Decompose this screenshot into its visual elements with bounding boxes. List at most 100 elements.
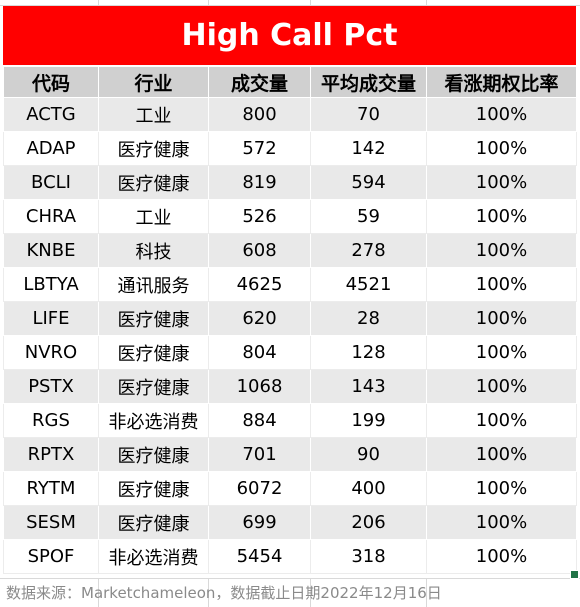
table-row: LBTYA 通讯服务 4625 4521 100%: [3, 267, 577, 302]
cell-sector[interactable]: 非必选消费: [98, 403, 209, 438]
cell-ticker[interactable]: LBTYA: [3, 267, 99, 302]
cell-volume[interactable]: 608: [208, 233, 311, 268]
cell-call-ratio[interactable]: 100%: [426, 301, 577, 336]
cell-sector[interactable]: 医疗健康: [98, 335, 209, 370]
cell-sector[interactable]: 医疗健康: [98, 301, 209, 336]
cell-sector[interactable]: 通讯服务: [98, 267, 209, 302]
cell-avg-volume[interactable]: 594: [310, 165, 427, 200]
cell-sector[interactable]: 科技: [98, 233, 209, 268]
cell-call-ratio[interactable]: 100%: [426, 233, 577, 268]
cell-volume[interactable]: 620: [208, 301, 311, 336]
cell-volume[interactable]: 804: [208, 335, 311, 370]
cell-ticker[interactable]: ADAP: [3, 131, 99, 166]
cell-avg-volume[interactable]: 4521: [310, 267, 427, 302]
cell-sector[interactable]: 医疗健康: [98, 471, 209, 506]
cell-call-ratio[interactable]: 100%: [426, 437, 577, 472]
footer-row: 数据来源：Marketchameleon，数据截止日期2022年12月16日: [0, 578, 580, 607]
cell-volume[interactable]: 526: [208, 199, 311, 234]
cell-volume[interactable]: 819: [208, 165, 311, 200]
cell-ticker[interactable]: RYTM: [3, 471, 99, 506]
gridline: [208, 579, 209, 607]
table-row: SPOF 非必选消费 5454 318 100%: [3, 539, 577, 574]
data-source-note: 数据来源：Marketchameleon，数据截止日期2022年12月16日: [6, 584, 442, 602]
cell-volume[interactable]: 800: [208, 97, 311, 132]
cell-avg-volume[interactable]: 278: [310, 233, 427, 268]
table-row: ACTG 工业 800 70 100%: [3, 97, 577, 132]
cell-ticker[interactable]: SESM: [3, 505, 99, 540]
gridline: [310, 579, 311, 607]
cell-volume[interactable]: 572: [208, 131, 311, 166]
cell-avg-volume[interactable]: 128: [310, 335, 427, 370]
cell-volume[interactable]: 1068: [208, 369, 311, 404]
cell-sector[interactable]: 医疗健康: [98, 369, 209, 404]
cell-ticker[interactable]: BCLI: [3, 165, 99, 200]
gridline: [426, 579, 427, 607]
cell-avg-volume[interactable]: 199: [310, 403, 427, 438]
cell-sector[interactable]: 医疗健康: [98, 505, 209, 540]
table-row: PSTX 医疗健康 1068 143 100%: [3, 369, 577, 404]
table-row: LIFE 医疗健康 620 28 100%: [3, 301, 577, 336]
cell-volume[interactable]: 699: [208, 505, 311, 540]
table-row: BCLI 医疗健康 819 594 100%: [3, 165, 577, 200]
cell-volume[interactable]: 4625: [208, 267, 311, 302]
cell-avg-volume[interactable]: 143: [310, 369, 427, 404]
cell-avg-volume[interactable]: 400: [310, 471, 427, 506]
column-header-volume[interactable]: 成交量: [208, 66, 311, 98]
table-title: High Call Pct: [3, 6, 576, 65]
cell-avg-volume[interactable]: 142: [310, 131, 427, 166]
cell-call-ratio[interactable]: 100%: [426, 505, 577, 540]
cell-ticker[interactable]: KNBE: [3, 233, 99, 268]
cell-avg-volume[interactable]: 90: [310, 437, 427, 472]
table-row: RGS 非必选消费 884 199 100%: [3, 403, 577, 438]
cell-call-ratio[interactable]: 100%: [426, 199, 577, 234]
table-row: NVRO 医疗健康 804 128 100%: [3, 335, 577, 370]
table-row: CHRA 工业 526 59 100%: [3, 199, 577, 234]
table-row: RPTX 医疗健康 701 90 100%: [3, 437, 577, 472]
gridline: [426, 0, 427, 6]
cell-ticker[interactable]: NVRO: [3, 335, 99, 370]
column-header-avg-volume[interactable]: 平均成交量: [310, 66, 427, 98]
cell-ticker[interactable]: ACTG: [3, 97, 99, 132]
cell-call-ratio[interactable]: 100%: [426, 97, 577, 132]
cell-volume[interactable]: 6072: [208, 471, 311, 506]
cell-call-ratio[interactable]: 100%: [426, 369, 577, 404]
cell-ticker[interactable]: LIFE: [3, 301, 99, 336]
cell-volume[interactable]: 884: [208, 403, 311, 438]
cell-volume[interactable]: 701: [208, 437, 311, 472]
cell-ticker[interactable]: CHRA: [3, 199, 99, 234]
cell-sector[interactable]: 工业: [98, 199, 209, 234]
cell-ticker[interactable]: PSTX: [3, 369, 99, 404]
table-row: SESM 医疗健康 699 206 100%: [3, 505, 577, 540]
cell-sector[interactable]: 医疗健康: [98, 131, 209, 166]
column-header-ticker[interactable]: 代码: [3, 66, 99, 98]
cell-ticker[interactable]: RPTX: [3, 437, 99, 472]
cell-avg-volume[interactable]: 318: [310, 539, 427, 574]
table-row: KNBE 科技 608 278 100%: [3, 233, 577, 268]
cell-sector[interactable]: 非必选消费: [98, 539, 209, 574]
cell-call-ratio[interactable]: 100%: [426, 165, 577, 200]
cell-volume[interactable]: 5454: [208, 539, 311, 574]
cell-ticker[interactable]: RGS: [3, 403, 99, 438]
cell-sector[interactable]: 工业: [98, 97, 209, 132]
cell-call-ratio[interactable]: 100%: [426, 131, 577, 166]
cell-ticker[interactable]: SPOF: [3, 539, 99, 574]
cell-call-ratio[interactable]: 100%: [426, 403, 577, 438]
header-row: 代码 行业 成交量 平均成交量 看涨期权比率: [3, 66, 577, 98]
column-header-sector[interactable]: 行业: [98, 66, 209, 98]
cell-call-ratio[interactable]: 100%: [426, 471, 577, 506]
cell-call-ratio[interactable]: 100%: [426, 335, 577, 370]
cell-avg-volume[interactable]: 59: [310, 199, 427, 234]
top-grid-strip: [0, 0, 580, 6]
cell-avg-volume[interactable]: 206: [310, 505, 427, 540]
column-header-call-ratio[interactable]: 看涨期权比率: [426, 66, 577, 98]
gridline: [98, 579, 99, 607]
cell-call-ratio[interactable]: 100%: [426, 539, 577, 574]
selection-fill-handle[interactable]: [570, 570, 579, 579]
cell-avg-volume[interactable]: 70: [310, 97, 427, 132]
cell-avg-volume[interactable]: 28: [310, 301, 427, 336]
cell-sector[interactable]: 医疗健康: [98, 437, 209, 472]
call-pct-table: 代码 行业 成交量 平均成交量 看涨期权比率 ACTG 工业 800 70 10…: [3, 66, 577, 574]
cell-sector[interactable]: 医疗健康: [98, 165, 209, 200]
cell-call-ratio[interactable]: 100%: [426, 267, 577, 302]
